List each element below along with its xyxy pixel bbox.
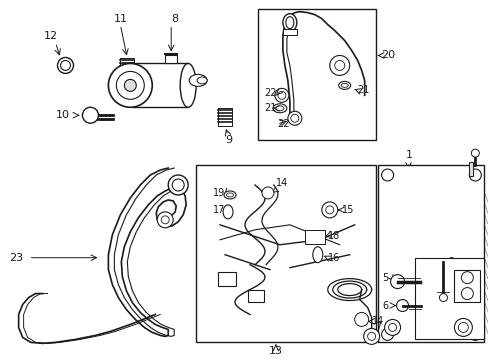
Circle shape: [157, 212, 173, 228]
Bar: [283, 28, 296, 35]
Text: 24: 24: [220, 173, 234, 183]
Text: 6: 6: [382, 301, 388, 311]
Text: 21: 21: [264, 103, 276, 113]
Circle shape: [470, 149, 478, 157]
Circle shape: [354, 312, 368, 327]
Circle shape: [277, 91, 285, 99]
Text: 22: 22: [264, 88, 276, 98]
Circle shape: [202, 182, 222, 202]
Circle shape: [116, 71, 144, 99]
Bar: [247, 289, 264, 302]
Bar: [466, 168, 477, 339]
Ellipse shape: [275, 106, 284, 111]
Text: 1: 1: [405, 150, 412, 160]
Bar: [381, 168, 393, 339]
Text: 23: 23: [9, 253, 23, 263]
Ellipse shape: [283, 14, 296, 32]
Text: 12: 12: [43, 31, 58, 41]
Circle shape: [396, 300, 407, 311]
Ellipse shape: [124, 63, 140, 107]
Bar: [453, 270, 479, 302]
Bar: [165, 55, 177, 63]
Bar: [468, 162, 472, 176]
Circle shape: [325, 206, 333, 214]
Text: 3: 3: [447, 275, 454, 285]
Bar: [258, 9, 375, 140]
Text: 19: 19: [213, 188, 225, 198]
Bar: [196, 165, 375, 342]
Circle shape: [384, 319, 400, 336]
Circle shape: [388, 323, 396, 332]
Ellipse shape: [341, 84, 347, 87]
Circle shape: [468, 328, 480, 340]
Circle shape: [108, 63, 152, 107]
Text: 4: 4: [447, 327, 454, 336]
Text: 7: 7: [375, 323, 381, 332]
Bar: [381, 329, 477, 337]
Text: 2: 2: [447, 257, 454, 267]
Circle shape: [321, 202, 337, 218]
Circle shape: [367, 332, 375, 340]
Circle shape: [168, 175, 188, 195]
Circle shape: [161, 216, 169, 224]
Ellipse shape: [272, 104, 286, 113]
Bar: [132, 63, 188, 107]
Bar: [304, 230, 324, 244]
Text: 22: 22: [276, 119, 289, 129]
Text: 13: 13: [268, 346, 283, 356]
Bar: [381, 168, 477, 176]
Ellipse shape: [224, 191, 236, 199]
Text: 20: 20: [381, 50, 395, 60]
Circle shape: [262, 187, 273, 199]
Text: 18: 18: [327, 231, 339, 241]
Ellipse shape: [338, 81, 350, 89]
Text: 14: 14: [275, 178, 287, 188]
Ellipse shape: [197, 77, 207, 84]
Text: 8: 8: [171, 14, 178, 24]
Text: 14: 14: [371, 316, 383, 327]
Text: 15: 15: [341, 205, 353, 215]
Ellipse shape: [223, 205, 233, 219]
Circle shape: [334, 60, 344, 71]
Text: 21: 21: [357, 85, 369, 95]
Circle shape: [453, 319, 471, 336]
Ellipse shape: [226, 193, 233, 197]
Circle shape: [58, 58, 73, 73]
Bar: [218, 272, 236, 285]
Ellipse shape: [189, 75, 207, 86]
Circle shape: [82, 107, 98, 123]
Circle shape: [439, 293, 447, 302]
Circle shape: [329, 55, 349, 75]
Text: 16: 16: [327, 253, 339, 263]
Circle shape: [461, 272, 472, 284]
Circle shape: [172, 179, 184, 191]
Text: 10: 10: [56, 110, 69, 120]
Text: 5: 5: [382, 273, 388, 283]
Circle shape: [390, 275, 404, 289]
Circle shape: [461, 288, 472, 300]
Circle shape: [363, 328, 379, 345]
Bar: [414, 258, 483, 339]
Circle shape: [457, 323, 468, 332]
Circle shape: [207, 187, 217, 197]
Circle shape: [274, 88, 288, 102]
Circle shape: [124, 80, 136, 91]
Bar: [377, 165, 483, 342]
Ellipse shape: [285, 17, 293, 28]
Text: 9: 9: [224, 135, 232, 145]
Circle shape: [287, 111, 301, 125]
Circle shape: [468, 169, 480, 181]
Text: 11: 11: [113, 14, 127, 24]
Circle shape: [290, 114, 298, 122]
Ellipse shape: [312, 247, 322, 263]
Ellipse shape: [180, 63, 196, 107]
Circle shape: [61, 60, 70, 71]
Circle shape: [381, 328, 393, 340]
Text: 17: 17: [213, 205, 225, 215]
Circle shape: [381, 169, 393, 181]
